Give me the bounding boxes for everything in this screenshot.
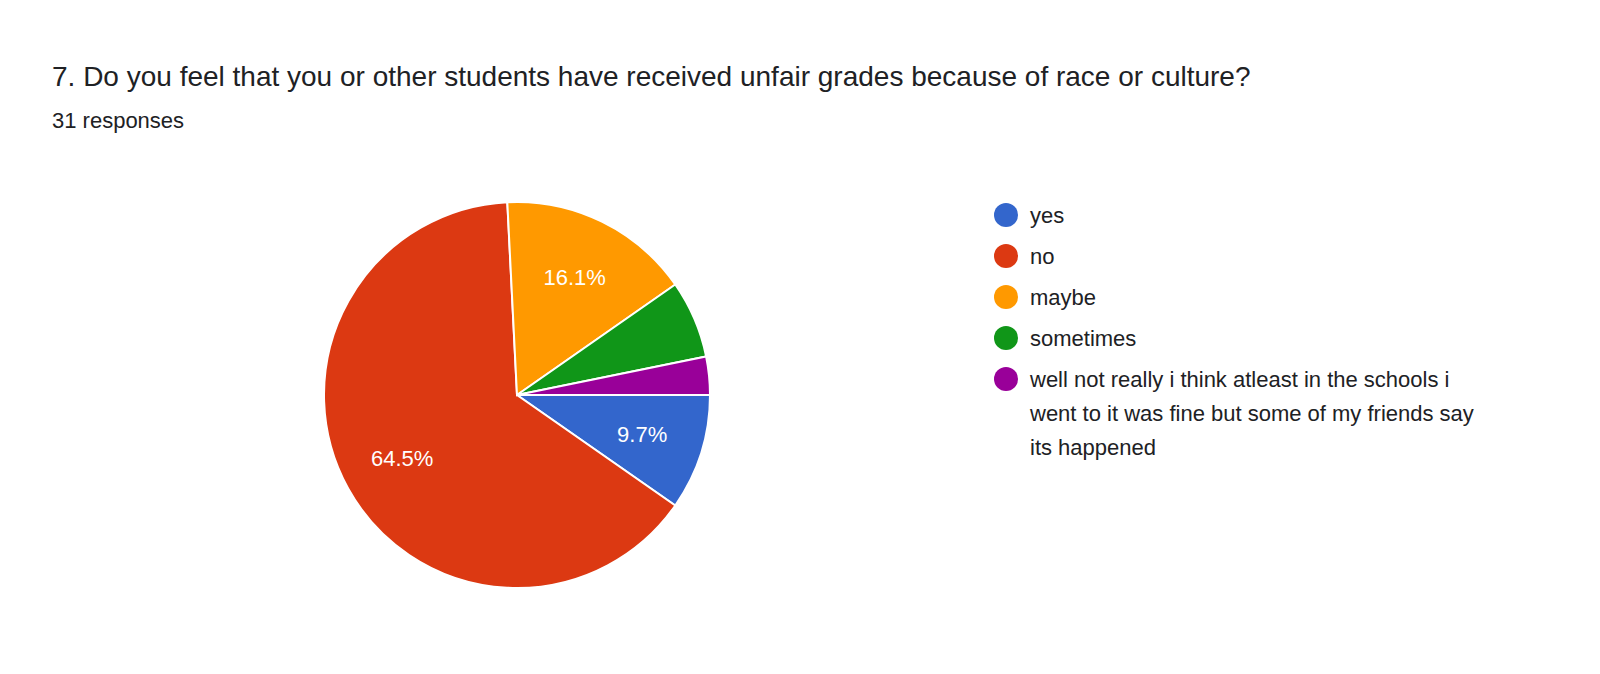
legend-swatch <box>994 326 1018 350</box>
chart: 7. Do you feel that you or other student… <box>0 0 1600 674</box>
title: 7. Do you feel that you or other student… <box>52 61 1251 92</box>
data-label: 9.7% <box>617 422 667 447</box>
legend-line: its happened <box>1030 435 1156 460</box>
legend-label: well not really i think atleast in the s… <box>1029 367 1474 460</box>
legend-swatch <box>994 203 1018 227</box>
legend-label: yes <box>1030 203 1064 228</box>
data-label: 64.5% <box>371 446 433 471</box>
legend-line: yes <box>1030 203 1064 228</box>
slice <box>517 356 710 395</box>
legend-line: went to it was fine but some of my frien… <box>1029 401 1474 426</box>
legend-label: maybe <box>1030 285 1096 310</box>
legend-line: no <box>1030 244 1054 269</box>
legend: yes no maybe sometimes well not really i thi… <box>994 203 1474 460</box>
legend-label: no <box>1030 244 1054 269</box>
data-labels: 9.7% 64.5% 16.1% <box>371 265 667 471</box>
legend-line: sometimes <box>1030 326 1136 351</box>
legend-swatch <box>994 244 1018 268</box>
legend-swatch <box>994 285 1018 309</box>
legend-swatch <box>994 367 1018 391</box>
legend-label: sometimes <box>1030 326 1136 351</box>
data-label: 16.1% <box>544 265 606 290</box>
pie <box>324 202 710 588</box>
legend-line: well not really i think atleast in the s… <box>1029 367 1449 392</box>
subtitle: 31 responses <box>52 108 184 133</box>
legend-line: maybe <box>1030 285 1096 310</box>
